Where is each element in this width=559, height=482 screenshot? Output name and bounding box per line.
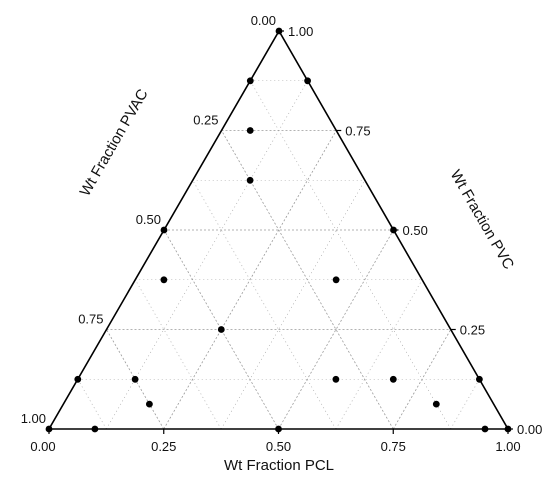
grid-line bbox=[77, 379, 107, 430]
right-tick-label: 0.50 bbox=[403, 223, 428, 238]
data-point bbox=[160, 276, 168, 284]
data-point bbox=[332, 375, 340, 383]
left-tick-label: 0.50 bbox=[136, 212, 161, 227]
grid-line bbox=[249, 80, 451, 430]
data-point bbox=[389, 375, 397, 383]
data-point bbox=[481, 425, 489, 433]
data-point bbox=[275, 27, 283, 35]
bottom-tick-label: 1.00 bbox=[495, 439, 520, 454]
grid-line bbox=[192, 180, 337, 430]
grid-line bbox=[220, 180, 366, 430]
bottom-axis-ticks: 0.00 0.25 0.50 0.75 1.00 bbox=[30, 439, 520, 454]
data-point bbox=[131, 375, 139, 383]
left-tick-label: 0.25 bbox=[193, 113, 218, 128]
right-tick-label: 0.00 bbox=[517, 422, 542, 437]
data-point bbox=[45, 425, 53, 433]
grid-line bbox=[450, 379, 480, 430]
right-tick-label: 0.75 bbox=[345, 124, 370, 139]
right-axis-ticks: 0.00 0.25 0.50 0.75 1.00 bbox=[288, 24, 542, 437]
data-point bbox=[160, 226, 168, 234]
data-point bbox=[275, 425, 282, 433]
grid-lines bbox=[77, 80, 480, 430]
data-point bbox=[146, 400, 153, 408]
data-point bbox=[390, 226, 397, 234]
left-tick-label: 1.00 bbox=[21, 411, 46, 426]
data-point bbox=[504, 425, 512, 433]
grid-line bbox=[392, 329, 452, 430]
left-tick-label: 0.00 bbox=[251, 13, 276, 28]
data-point bbox=[432, 400, 440, 408]
data-point bbox=[246, 176, 254, 184]
data-point bbox=[74, 375, 82, 383]
left-axis-ticks: 0.00 0.25 0.50 0.75 1.00 bbox=[21, 13, 276, 426]
bottom-tick-label: 0.75 bbox=[381, 439, 406, 454]
axis-title-pvac: Wt Fraction PVAC bbox=[77, 86, 152, 199]
left-tick-label: 0.75 bbox=[78, 312, 103, 327]
data-point bbox=[91, 425, 99, 433]
right-tick-label: 0.25 bbox=[460, 323, 485, 338]
bottom-tick-label: 0.00 bbox=[30, 439, 55, 454]
data-point bbox=[332, 276, 340, 284]
data-points bbox=[45, 27, 512, 433]
grid-line bbox=[335, 279, 423, 430]
tick-marks bbox=[48, 30, 513, 434]
axis-title-pvc: Wt Fraction PVC bbox=[447, 167, 518, 272]
data-point bbox=[476, 375, 483, 383]
bottom-tick-label: 0.50 bbox=[266, 439, 291, 454]
bottom-tick-label: 0.25 bbox=[151, 439, 176, 454]
axis-title-pcl: Wt Fraction PCL bbox=[224, 457, 334, 474]
data-point bbox=[304, 77, 311, 85]
right-tick-label: 1.00 bbox=[288, 24, 313, 39]
data-point bbox=[246, 77, 254, 85]
data-point bbox=[246, 127, 254, 134]
data-point bbox=[217, 326, 225, 333]
grid-line bbox=[134, 279, 222, 430]
